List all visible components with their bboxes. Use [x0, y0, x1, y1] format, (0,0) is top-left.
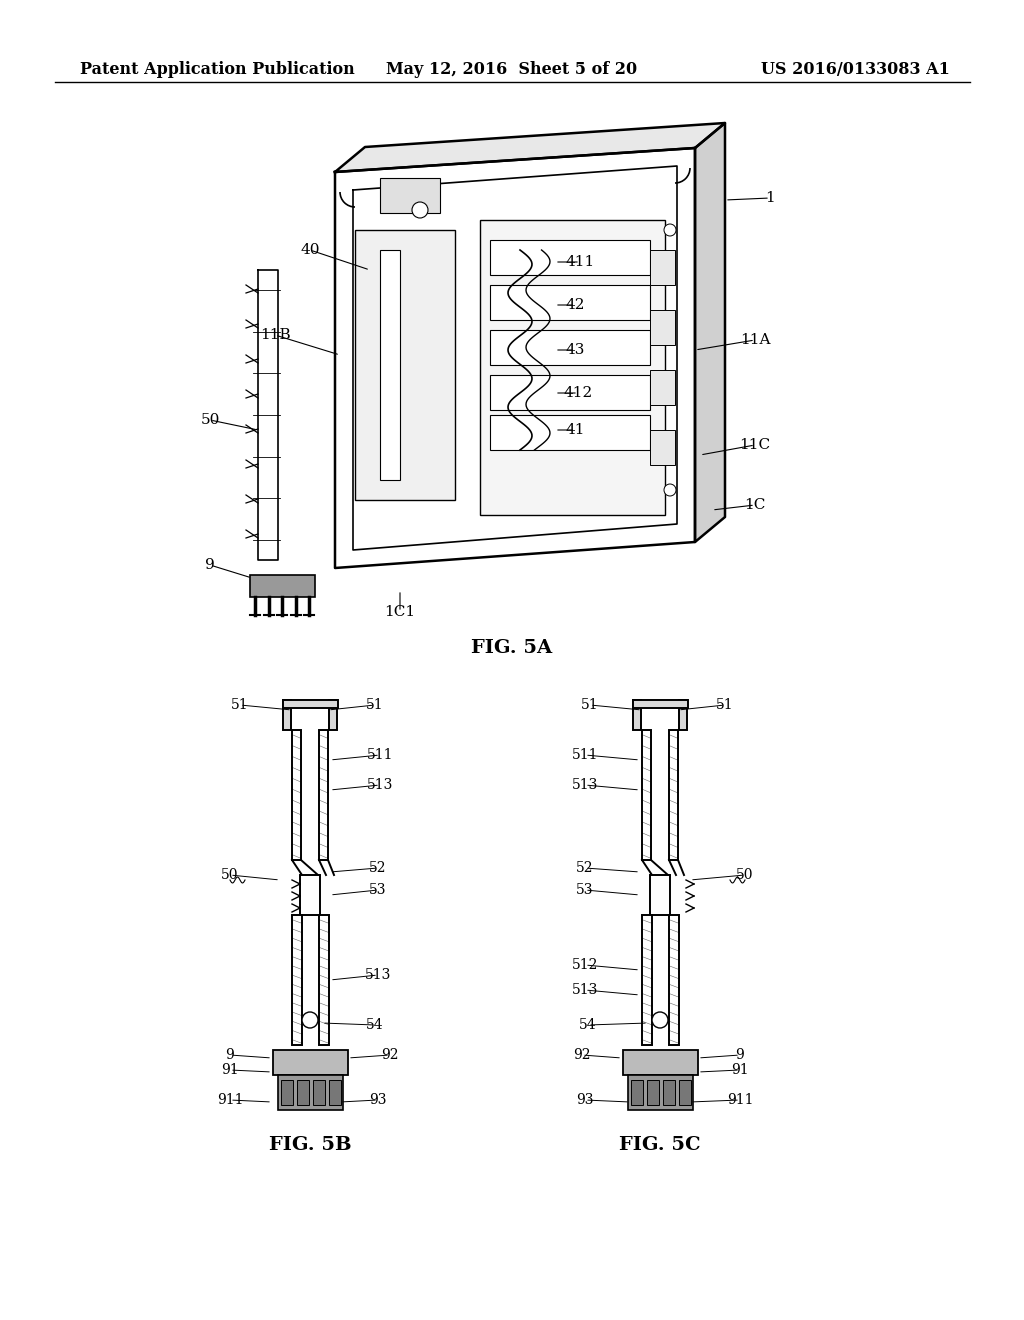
Text: 411: 411 [565, 255, 595, 269]
Text: 511: 511 [571, 748, 598, 762]
Bar [329, 700, 337, 730]
Text: 51: 51 [716, 698, 734, 711]
Text: 43: 43 [565, 343, 585, 356]
Bar [283, 700, 291, 730]
Bar [250, 576, 315, 597]
Bar [650, 430, 675, 465]
Text: 9: 9 [735, 1048, 744, 1063]
Text: 40: 40 [300, 243, 319, 257]
Bar [329, 1080, 341, 1105]
Bar [281, 1080, 293, 1105]
Bar [297, 1080, 309, 1105]
Text: 92: 92 [573, 1048, 591, 1063]
Circle shape [412, 202, 428, 218]
Text: 9: 9 [205, 558, 215, 572]
Bar [490, 285, 650, 319]
Bar [292, 730, 301, 861]
Text: 42: 42 [565, 298, 585, 312]
Text: US 2016/0133083 A1: US 2016/0133083 A1 [761, 62, 950, 78]
Bar [650, 310, 675, 345]
Bar [283, 700, 338, 708]
Text: 1C: 1C [744, 498, 766, 512]
Text: 11A: 11A [739, 333, 770, 347]
Bar [623, 1049, 698, 1074]
Text: 54: 54 [580, 1018, 597, 1032]
Text: 52: 52 [577, 861, 594, 875]
Circle shape [664, 224, 676, 236]
Text: 9: 9 [225, 1048, 234, 1063]
Text: 93: 93 [577, 1093, 594, 1107]
Circle shape [302, 1012, 318, 1028]
Text: 511: 511 [367, 748, 393, 762]
Text: 91: 91 [731, 1063, 749, 1077]
Text: 50: 50 [736, 869, 754, 882]
Bar [355, 230, 455, 500]
Bar [490, 375, 650, 411]
Bar [490, 330, 650, 366]
Bar [633, 700, 641, 730]
Text: 51: 51 [582, 698, 599, 711]
Bar [650, 875, 670, 915]
Text: 93: 93 [370, 1093, 387, 1107]
Bar [313, 1080, 325, 1105]
Bar [679, 700, 687, 730]
Bar [380, 178, 440, 213]
Bar [650, 249, 675, 285]
Polygon shape [335, 148, 695, 568]
Text: 512: 512 [571, 958, 598, 972]
Bar [273, 1049, 348, 1074]
Bar [633, 700, 688, 708]
Text: 53: 53 [577, 883, 594, 898]
Text: FIG. 5B: FIG. 5B [268, 1137, 351, 1154]
Bar [642, 915, 652, 1045]
Text: 52: 52 [370, 861, 387, 875]
Bar [663, 1080, 675, 1105]
Bar [631, 1080, 643, 1105]
Text: FIG. 5A: FIG. 5A [471, 639, 553, 657]
Text: 54: 54 [367, 1018, 384, 1032]
Circle shape [652, 1012, 668, 1028]
Polygon shape [335, 123, 725, 172]
Text: 412: 412 [563, 385, 593, 400]
Text: 1: 1 [765, 191, 775, 205]
Bar [650, 370, 675, 405]
Text: 513: 513 [571, 983, 598, 997]
Bar [278, 1074, 343, 1110]
Bar [669, 730, 678, 861]
Bar [490, 240, 650, 275]
Text: 91: 91 [221, 1063, 239, 1077]
Circle shape [664, 484, 676, 496]
Bar [647, 1080, 659, 1105]
Bar [292, 915, 302, 1045]
Bar [628, 1074, 693, 1110]
Bar [679, 1080, 691, 1105]
Text: 513: 513 [365, 968, 391, 982]
Text: 92: 92 [381, 1048, 398, 1063]
Bar [319, 730, 328, 861]
Bar [300, 875, 319, 915]
Bar [380, 249, 400, 480]
Text: Patent Application Publication: Patent Application Publication [80, 62, 354, 78]
Text: May 12, 2016  Sheet 5 of 20: May 12, 2016 Sheet 5 of 20 [386, 62, 638, 78]
Bar [490, 414, 650, 450]
Polygon shape [695, 123, 725, 543]
Bar [480, 220, 665, 515]
Text: 513: 513 [367, 777, 393, 792]
Text: 911: 911 [217, 1093, 244, 1107]
Text: 911: 911 [727, 1093, 754, 1107]
Text: 51: 51 [231, 698, 249, 711]
Text: 513: 513 [571, 777, 598, 792]
Text: 1C1: 1C1 [384, 605, 416, 619]
Text: 11C: 11C [739, 438, 771, 451]
Text: 50: 50 [221, 869, 239, 882]
Bar [669, 915, 679, 1045]
Text: 41: 41 [565, 422, 585, 437]
Text: 51: 51 [367, 698, 384, 711]
Text: FIG. 5C: FIG. 5C [620, 1137, 700, 1154]
Text: 50: 50 [201, 413, 220, 426]
Bar [642, 730, 651, 861]
Bar [319, 915, 329, 1045]
Text: 53: 53 [370, 883, 387, 898]
Text: 11B: 11B [260, 327, 291, 342]
